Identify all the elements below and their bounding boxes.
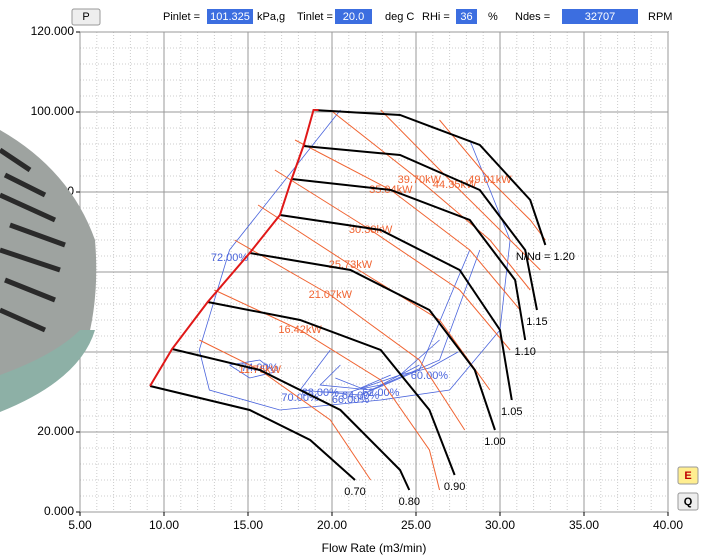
power-line — [199, 339, 372, 481]
field-label: Tinlet = — [297, 11, 333, 23]
field-label: Ndes = — [515, 11, 550, 23]
speed-label: 1.15 — [526, 316, 547, 328]
side-button[interactable] — [677, 466, 699, 485]
efficiency-label: 64.00% — [342, 390, 380, 402]
efficiency-label: 66.00% — [332, 394, 370, 406]
efficiency-line — [355, 364, 420, 391]
button[interactable] — [71, 8, 101, 26]
power-label: 21.07kW — [309, 289, 353, 301]
efficiency-line — [399, 351, 459, 376]
speed-label: 1.00 — [484, 436, 505, 448]
field-box[interactable] — [562, 9, 638, 24]
header: P Pinlet = 101.325 kPa,g Tinlet = 20.0 deg C RH… — [71, 8, 672, 26]
y-tick-label: 100.000 — [31, 104, 75, 118]
field-unit: RPM — [648, 11, 672, 23]
power-line — [330, 109, 531, 291]
speed-line — [303, 145, 538, 311]
efficiency-line — [319, 249, 481, 391]
x-axis-label: Flow Rate (m3/min) — [322, 541, 427, 555]
efficiency-label: 62.00% — [362, 387, 400, 399]
efficiency-line — [229, 359, 276, 379]
field-value: 101.325 — [210, 11, 250, 23]
efficiency-line — [320, 339, 440, 393]
speed-label: 0.70 — [344, 486, 365, 498]
x-tick-label: 40.00 — [653, 518, 683, 532]
x-tick-label: 5.00 — [68, 518, 92, 532]
field-label: Pinlet = — [163, 11, 200, 23]
speed-line — [249, 252, 496, 431]
field-label: RHi = — [422, 11, 450, 23]
grid — [79, 31, 669, 513]
power-line — [439, 119, 546, 241]
y-tick-label: 40.000 — [37, 344, 74, 358]
field-box[interactable] — [456, 9, 477, 24]
y-tick-label: 20.000 — [37, 424, 74, 438]
y-tick-label: 0.000 — [44, 504, 74, 518]
y-tick-label: 80.000 — [37, 184, 74, 198]
y-tick-label: 60.000 — [37, 264, 74, 278]
field-box[interactable] — [207, 9, 253, 24]
x-tick-label: 30.00 — [485, 518, 515, 532]
efficiency-label: 72.00% — [211, 252, 249, 264]
x-tick-label: 25.00 — [401, 518, 431, 532]
speed-line — [207, 301, 456, 476]
side-button[interactable] — [677, 492, 699, 511]
power-label: 16.42kW — [278, 324, 322, 336]
side-button-label: E — [684, 470, 691, 482]
power-line — [214, 289, 441, 491]
x-tick-label: 20.00 — [317, 518, 347, 532]
field-box[interactable] — [335, 9, 372, 24]
power-line — [234, 239, 466, 431]
speed-label: 0.90 — [444, 481, 465, 493]
speed-line — [291, 178, 527, 341]
speed-line — [171, 348, 411, 491]
speed-label: N/Nd = 1.20 — [516, 251, 575, 263]
x-tick-label: 10.00 — [149, 518, 179, 532]
speed-label: 0.80 — [399, 496, 420, 508]
speed-line — [313, 109, 547, 246]
x-tick-label: 35.00 — [569, 518, 599, 532]
speed-line — [279, 214, 513, 401]
surge-line — [149, 109, 319, 387]
field-unit: % — [488, 11, 498, 23]
power-line — [274, 169, 511, 351]
power-label: 44.35kW — [433, 179, 477, 191]
power-label: 39.70kW — [398, 174, 442, 186]
field-value: 32707 — [585, 11, 616, 23]
speed-line — [149, 385, 356, 481]
button-label: P — [82, 11, 89, 23]
y-tick-label: 120.000 — [31, 24, 75, 38]
efficiency-line — [335, 374, 391, 389]
power-label: 49.01kW — [468, 174, 512, 186]
field-value: 20.0 — [343, 11, 364, 23]
efficiency-line — [299, 249, 471, 396]
side-button-label: Q — [684, 496, 693, 508]
speed-label: 1.05 — [501, 406, 522, 418]
power-line — [294, 139, 521, 311]
field-unit: deg C — [385, 11, 414, 23]
x-tick-label: 15.00 — [233, 518, 263, 532]
speed-label: 1.10 — [514, 346, 535, 358]
field-unit: kPa,g — [257, 11, 285, 23]
field-value: 36 — [460, 11, 472, 23]
